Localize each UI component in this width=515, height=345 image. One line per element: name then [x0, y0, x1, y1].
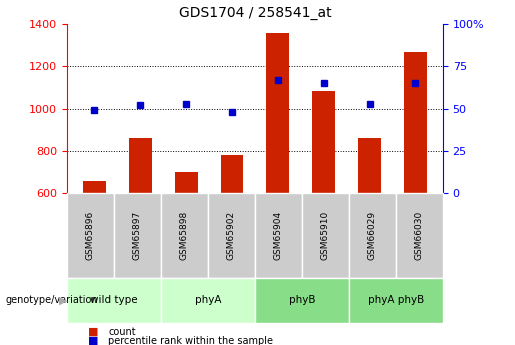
Text: GSM65898: GSM65898 — [180, 211, 189, 260]
Title: GDS1704 / 258541_at: GDS1704 / 258541_at — [179, 6, 331, 20]
Bar — [266, 33, 289, 193]
Text: count: count — [108, 327, 136, 337]
Text: genotype/variation: genotype/variation — [5, 295, 98, 305]
Bar — [175, 172, 198, 193]
Bar — [312, 91, 335, 193]
Bar — [404, 52, 427, 193]
Text: phyB: phyB — [289, 295, 315, 305]
Text: GSM65896: GSM65896 — [86, 211, 95, 260]
Text: GSM65910: GSM65910 — [321, 211, 330, 260]
Text: phyA: phyA — [195, 295, 221, 305]
Text: percentile rank within the sample: percentile rank within the sample — [108, 336, 273, 345]
Text: ▶: ▶ — [59, 295, 68, 305]
Bar — [220, 155, 244, 193]
Text: GSM65902: GSM65902 — [227, 211, 236, 260]
Text: ■: ■ — [88, 327, 98, 337]
Bar — [129, 138, 152, 193]
Bar — [358, 138, 381, 193]
Text: wild type: wild type — [90, 295, 138, 305]
Text: GSM66030: GSM66030 — [415, 211, 424, 260]
Text: GSM65904: GSM65904 — [274, 211, 283, 260]
Text: phyA phyB: phyA phyB — [368, 295, 424, 305]
Text: GSM66029: GSM66029 — [368, 211, 377, 260]
Text: GSM65897: GSM65897 — [133, 211, 142, 260]
Text: ■: ■ — [88, 336, 98, 345]
Bar — [83, 180, 106, 193]
